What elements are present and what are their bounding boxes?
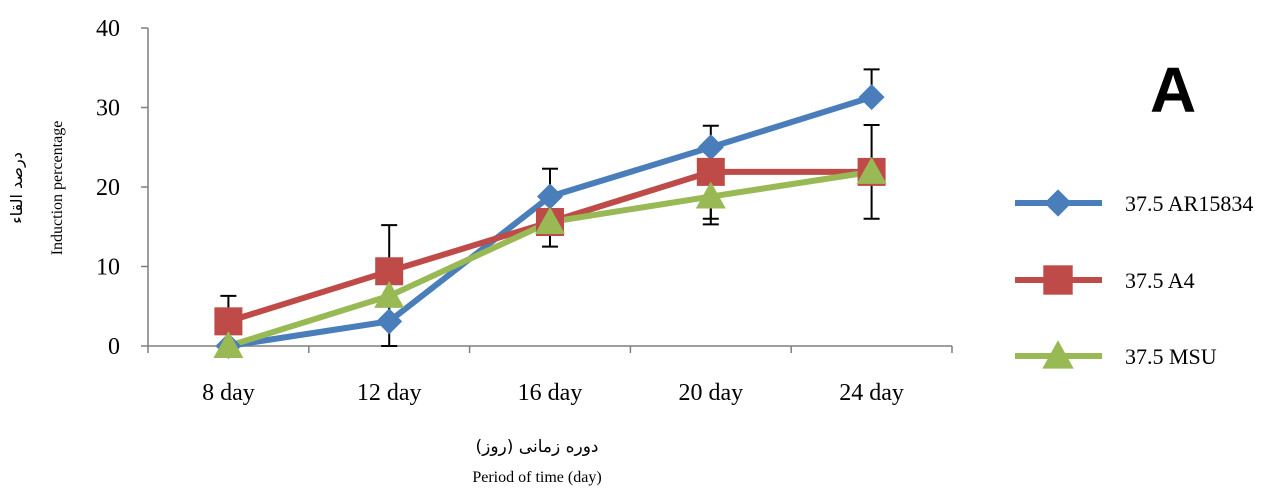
y-tick-label: 0 <box>108 334 120 360</box>
data-point <box>374 280 405 308</box>
data-point <box>695 181 726 209</box>
y-axis-label-persian: درصد القاء <box>7 152 27 224</box>
legend-swatch-marker <box>1044 189 1072 217</box>
legend-item: 37.5 A4 <box>1015 265 1195 295</box>
legend-label: 37.5 AR15834 <box>1125 191 1253 216</box>
x-tick-label: 8 day <box>202 380 255 406</box>
data-point <box>697 134 724 161</box>
y-tick-label: 20 <box>96 175 120 201</box>
data-point <box>535 206 565 234</box>
x-tick-label: 24 day <box>839 380 904 406</box>
data-point <box>696 157 725 186</box>
y-axis-label: Induction percentage <box>49 121 66 256</box>
tick-labels: 0 10 20 30 40 8 day 12 day 16 day 20 day 24 day <box>96 16 904 406</box>
y-tick-label: 40 <box>96 16 120 42</box>
legend-swatch-marker <box>1042 340 1074 369</box>
legend-label: 37.5 A4 <box>1125 268 1195 293</box>
axes <box>141 27 953 353</box>
series-markers <box>213 84 887 359</box>
legend-label: 37.5 MSU <box>1125 344 1217 369</box>
x-tick-label: 20 day <box>678 380 743 406</box>
data-point <box>213 331 244 358</box>
y-tick-label: 30 <box>96 96 120 122</box>
y-tick-label: 10 <box>96 255 120 281</box>
panel-label: A <box>1150 54 1196 126</box>
legend: 37.5 AR15834 37.5 A4 37.5 MSU <box>1015 189 1253 369</box>
data-point <box>376 308 403 335</box>
data-point <box>214 307 243 336</box>
legend-item: 37.5 AR15834 <box>1015 189 1253 217</box>
legend-swatch-marker <box>1043 265 1073 295</box>
x-tick-label: 16 day <box>518 380 583 406</box>
data-point <box>375 257 404 286</box>
data-point <box>858 84 885 111</box>
x-axis-label-persian: دوره زمانی (روز) <box>476 437 599 457</box>
data-point <box>537 183 563 210</box>
data-point <box>856 156 887 184</box>
x-axis-label: Period of time (day) <box>472 469 601 486</box>
legend-item: 37.5 MSU <box>1015 340 1217 369</box>
x-tick-label: 12 day <box>357 380 422 406</box>
